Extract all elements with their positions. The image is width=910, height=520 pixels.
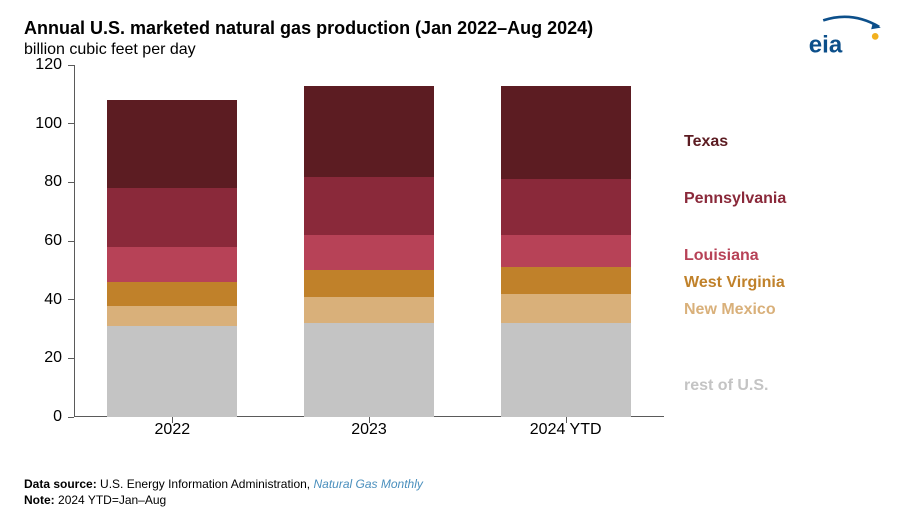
bar-segment-rest-of-us xyxy=(107,326,237,417)
chart-area: 020406080100120 202220232024 YTD TexasPe… xyxy=(24,65,886,445)
legend-item-pennsylvania: Pennsylvania xyxy=(684,190,786,208)
y-tick-label: 0 xyxy=(53,408,68,426)
bar-segment-louisiana xyxy=(304,235,434,270)
legend-item-new-mexico: New Mexico xyxy=(684,301,776,319)
y-tick-label: 20 xyxy=(44,349,68,367)
y-tick: 80 xyxy=(24,173,74,191)
bar-segment-pennsylvania xyxy=(304,177,434,236)
bar-segment-texas xyxy=(501,86,631,180)
bar-segment-west-virginia xyxy=(304,270,434,296)
bar-column xyxy=(107,65,237,417)
bars-group xyxy=(74,65,664,417)
footer: Data source: U.S. Energy Information Adm… xyxy=(24,476,423,508)
legend-item-texas: Texas xyxy=(684,133,728,151)
y-tick-label: 60 xyxy=(44,232,68,250)
bar-segment-west-virginia xyxy=(107,282,237,305)
stacked-bar xyxy=(107,100,237,417)
eia-logo: eia xyxy=(804,14,884,62)
legend-item-louisiana: Louisiana xyxy=(684,247,759,265)
bar-segment-new-mexico xyxy=(304,297,434,323)
plot-area: 020406080100120 202220232024 YTD xyxy=(24,65,664,445)
x-tick-mark xyxy=(566,417,567,423)
stacked-bar xyxy=(501,86,631,417)
legend-item-rest-of-us: rest of U.S. xyxy=(684,377,768,395)
y-tick: 100 xyxy=(24,115,74,133)
y-tick: 0 xyxy=(24,408,74,426)
chart-subtitle: billion cubic feet per day xyxy=(24,41,886,59)
bar-column xyxy=(501,65,631,417)
bar-segment-new-mexico xyxy=(107,306,237,327)
note-label: Note: xyxy=(24,493,55,507)
bar-segment-rest-of-us xyxy=(501,323,631,417)
bar-segment-louisiana xyxy=(501,235,631,267)
y-tick-label: 80 xyxy=(44,173,68,191)
legend: Texas Pennsylvania Louisiana West Virginia N… xyxy=(664,65,886,445)
x-axis-labels: 202220232024 YTD xyxy=(74,417,664,445)
y-tick: 20 xyxy=(24,349,74,367)
bar-segment-new-mexico xyxy=(501,294,631,323)
source-text: U.S. Energy Information Administration, xyxy=(100,477,310,491)
y-tick-label: 120 xyxy=(35,56,68,74)
chart-container: Annual U.S. marketed natural gas product… xyxy=(0,0,910,520)
y-tick: 40 xyxy=(24,291,74,309)
bar-segment-louisiana xyxy=(107,247,237,282)
svg-text:eia: eia xyxy=(809,31,843,58)
data-source-line: Data source: U.S. Energy Information Adm… xyxy=(24,476,423,492)
note-text: 2024 YTD=Jan–Aug xyxy=(58,493,166,507)
y-tick: 60 xyxy=(24,232,74,250)
y-tick-label: 40 xyxy=(44,291,68,309)
bar-segment-texas xyxy=(304,86,434,177)
y-tick-label: 100 xyxy=(35,115,68,133)
bar-segment-texas xyxy=(107,100,237,188)
y-tick: 120 xyxy=(24,56,74,74)
x-tick-mark xyxy=(172,417,173,423)
bar-segment-pennsylvania xyxy=(107,188,237,247)
chart-title: Annual U.S. marketed natural gas product… xyxy=(24,18,886,39)
x-tick-mark xyxy=(369,417,370,423)
note-line: Note: 2024 YTD=Jan–Aug xyxy=(24,492,423,508)
bar-segment-pennsylvania xyxy=(501,179,631,235)
y-axis: 020406080100120 xyxy=(24,65,74,417)
source-label: Data source: xyxy=(24,477,97,491)
bar-segment-west-virginia xyxy=(501,267,631,293)
bar-column xyxy=(304,65,434,417)
legend-item-west-virginia: West Virginia xyxy=(684,274,785,292)
stacked-bar xyxy=(304,86,434,417)
bar-segment-rest-of-us xyxy=(304,323,434,417)
source-link[interactable]: Natural Gas Monthly xyxy=(313,477,422,491)
